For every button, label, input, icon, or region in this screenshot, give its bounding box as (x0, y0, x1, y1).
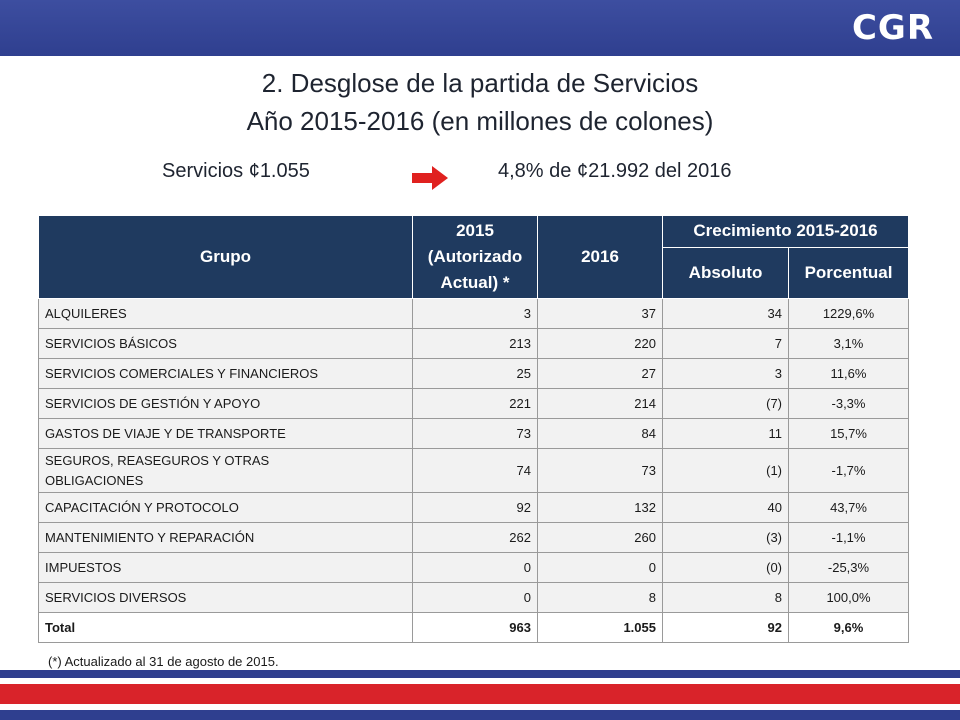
cell-grupo: CAPACITACIÓN Y PROTOCOLO (38, 492, 413, 523)
table-total-row: Total 963 1.055 92 9,6% (38, 612, 909, 643)
table-row: SEGUROS, REASEGUROS Y OTRAS OBLIGACIONES… (38, 448, 909, 493)
cell-2015: 0 (412, 552, 538, 583)
cell-2015: 74 (412, 448, 538, 493)
cell-2016: 8 (537, 582, 663, 613)
cell-2016: 84 (537, 418, 663, 449)
cell-2016: 37 (537, 298, 663, 329)
cell-absoluto: (3) (662, 522, 789, 553)
cell-porcentual: -1,7% (788, 448, 909, 493)
cell-2015: 213 (412, 328, 538, 359)
header-absoluto: Absoluto (662, 246, 789, 300)
cell-2015: 92 (412, 492, 538, 523)
cell-absoluto: 8 (662, 582, 789, 613)
cell-absoluto: 40 (662, 492, 789, 523)
arrow-right-icon (412, 166, 448, 190)
cell-2015: 262 (412, 522, 538, 553)
total-porcentual: 9,6% (788, 612, 909, 643)
summary-right: 4,8% de ¢21.992 del 2016 (498, 160, 732, 182)
cell-absoluto: 11 (662, 418, 789, 449)
cell-porcentual: 1229,6% (788, 298, 909, 329)
services-table: Grupo 2015 (Autorizado Actual) * 2016 Cr… (38, 215, 909, 643)
cell-grupo: SERVICIOS DIVERSOS (38, 582, 413, 613)
cell-absoluto: (1) (662, 448, 789, 493)
stripe-white-2 (0, 704, 960, 710)
stripe-white-1 (0, 678, 960, 684)
header-bar: CGR (0, 0, 960, 56)
title-line-1: 2. Desglose de la partida de Servicios (261, 68, 699, 98)
cell-absoluto: 34 (662, 298, 789, 329)
header-grupo: Grupo (38, 215, 413, 299)
cell-2015: 221 (412, 388, 538, 419)
footnote: (*) Actualizado al 31 de agosto de 2015. (48, 654, 279, 669)
title-line-2: Año 2015-2016 (en millones de colones) (246, 106, 714, 136)
stripe-blue-bottom (0, 710, 960, 720)
table-row: IMPUESTOS 0 0 (0) -25,3% (38, 552, 909, 583)
table-row: MANTENIMIENTO Y REPARACIÓN 262 260 (3) -… (38, 522, 909, 553)
table-row: GASTOS DE VIAJE Y DE TRANSPORTE 73 84 11… (38, 418, 909, 449)
page-title: 2. Desglose de la partida de Servicios A… (0, 64, 960, 140)
cell-porcentual: -25,3% (788, 552, 909, 583)
cell-2016: 132 (537, 492, 663, 523)
cell-absoluto: (0) (662, 552, 789, 583)
cell-absoluto: 3 (662, 358, 789, 389)
cell-grupo: SEGUROS, REASEGUROS Y OTRAS OBLIGACIONES (38, 448, 413, 493)
cell-grupo: MANTENIMIENTO Y REPARACIÓN (38, 522, 413, 553)
header-2015: 2015 (Autorizado Actual) * (412, 215, 538, 299)
cell-2016: 73 (537, 448, 663, 493)
table-row: SERVICIOS DIVERSOS 0 8 8 100,0% (38, 582, 909, 613)
cgr-logo: CGR (851, 8, 934, 48)
cell-2016: 0 (537, 552, 663, 583)
cell-absoluto: 7 (662, 328, 789, 359)
header-2016: 2016 (537, 215, 663, 299)
cell-2015: 25 (412, 358, 538, 389)
cell-grupo: GASTOS DE VIAJE Y DE TRANSPORTE (38, 418, 413, 449)
total-2016: 1.055 (537, 612, 663, 643)
summary-left: Servicios ¢1.055 (162, 160, 310, 182)
total-label: Total (38, 612, 413, 643)
total-2015: 963 (412, 612, 538, 643)
cell-2016: 220 (537, 328, 663, 359)
cell-porcentual: 3,1% (788, 328, 909, 359)
cell-porcentual: 43,7% (788, 492, 909, 523)
stripe-blue-top (0, 670, 960, 678)
cell-grupo: ALQUILERES (38, 298, 413, 329)
cell-2015: 73 (412, 418, 538, 449)
cell-grupo: SERVICIOS COMERCIALES Y FINANCIEROS (38, 358, 413, 389)
stripe-red (0, 684, 960, 704)
cell-porcentual: -1,1% (788, 522, 909, 553)
table-row: SERVICIOS DE GESTIÓN Y APOYO 221 214 (7)… (38, 388, 909, 419)
cell-porcentual: 11,6% (788, 358, 909, 389)
cell-porcentual: 15,7% (788, 418, 909, 449)
cell-absoluto: (7) (662, 388, 789, 419)
cell-2015: 3 (412, 298, 538, 329)
table-row: SERVICIOS BÁSICOS 213 220 7 3,1% (38, 328, 909, 359)
table-row: SERVICIOS COMERCIALES Y FINANCIEROS 25 2… (38, 358, 909, 389)
cell-2016: 27 (537, 358, 663, 389)
table-row: ALQUILERES 3 37 34 1229,6% (38, 298, 909, 329)
cell-grupo: SERVICIOS DE GESTIÓN Y APOYO (38, 388, 413, 419)
total-absoluto: 92 (662, 612, 789, 643)
cell-grupo: IMPUESTOS (38, 552, 413, 583)
header-crecimiento: Crecimiento 2015-2016 (662, 215, 909, 248)
header-porcentual: Porcentual (788, 246, 909, 300)
cell-porcentual: -3,3% (788, 388, 909, 419)
cell-2015: 0 (412, 582, 538, 613)
cell-2016: 260 (537, 522, 663, 553)
cell-porcentual: 100,0% (788, 582, 909, 613)
cell-2016: 214 (537, 388, 663, 419)
cell-grupo: SERVICIOS BÁSICOS (38, 328, 413, 359)
table-row: CAPACITACIÓN Y PROTOCOLO 92 132 40 43,7% (38, 492, 909, 523)
